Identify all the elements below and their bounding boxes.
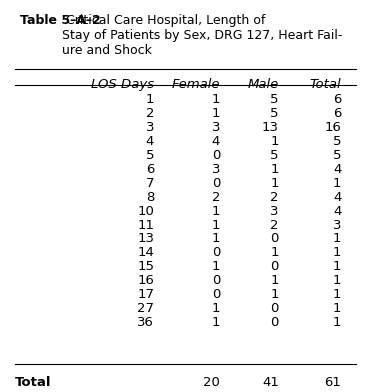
Text: 6: 6 xyxy=(146,163,154,176)
Text: 6: 6 xyxy=(333,107,341,120)
Text: 4: 4 xyxy=(212,135,220,148)
Text: 2: 2 xyxy=(212,191,220,204)
Text: 1: 1 xyxy=(333,316,341,329)
Text: 15: 15 xyxy=(137,260,154,273)
Text: 0: 0 xyxy=(212,177,220,190)
Text: 3: 3 xyxy=(146,121,154,134)
Text: 1: 1 xyxy=(270,135,279,148)
Text: Total: Total xyxy=(310,78,341,91)
Text: 1: 1 xyxy=(333,247,341,260)
Text: 10: 10 xyxy=(137,205,154,218)
Text: 0: 0 xyxy=(270,260,279,273)
Text: 1: 1 xyxy=(212,302,220,315)
Text: 3: 3 xyxy=(270,205,279,218)
Text: 1: 1 xyxy=(212,232,220,245)
Text: 36: 36 xyxy=(137,316,154,329)
Text: 41: 41 xyxy=(262,376,279,388)
Text: 1: 1 xyxy=(212,316,220,329)
Text: 1: 1 xyxy=(270,247,279,260)
Text: Female: Female xyxy=(172,78,220,91)
Text: 0: 0 xyxy=(212,274,220,287)
Text: 13: 13 xyxy=(262,121,279,134)
Text: 1: 1 xyxy=(333,288,341,301)
Text: 16: 16 xyxy=(137,274,154,287)
Text: 1: 1 xyxy=(333,177,341,190)
Text: 16: 16 xyxy=(324,121,341,134)
Text: 14: 14 xyxy=(137,247,154,260)
Text: 3: 3 xyxy=(333,218,341,232)
Text: 1: 1 xyxy=(270,288,279,301)
Text: 0: 0 xyxy=(212,247,220,260)
Text: 1: 1 xyxy=(270,163,279,176)
Text: 1: 1 xyxy=(333,274,341,287)
Text: 0: 0 xyxy=(270,232,279,245)
Text: 8: 8 xyxy=(146,191,154,204)
Text: 0: 0 xyxy=(212,288,220,301)
Text: 2: 2 xyxy=(270,191,279,204)
Text: 1: 1 xyxy=(270,177,279,190)
Text: 5: 5 xyxy=(270,93,279,106)
Text: 3: 3 xyxy=(212,163,220,176)
Text: 5: 5 xyxy=(333,149,341,162)
Text: 1: 1 xyxy=(270,274,279,287)
Text: 1: 1 xyxy=(212,107,220,120)
Text: 7: 7 xyxy=(146,177,154,190)
Text: 5: 5 xyxy=(270,149,279,162)
Text: 13: 13 xyxy=(137,232,154,245)
Text: 4: 4 xyxy=(333,163,341,176)
Text: 4: 4 xyxy=(333,205,341,218)
Text: 1: 1 xyxy=(212,218,220,232)
Text: 1: 1 xyxy=(212,93,220,106)
Text: 5: 5 xyxy=(270,107,279,120)
Text: 11: 11 xyxy=(137,218,154,232)
Text: 1: 1 xyxy=(333,302,341,315)
Text: 17: 17 xyxy=(137,288,154,301)
Text: LOS Days: LOS Days xyxy=(91,78,154,91)
Text: Total: Total xyxy=(15,376,51,388)
Text: 20: 20 xyxy=(203,376,220,388)
Text: 2: 2 xyxy=(270,218,279,232)
Text: Table 5–A–2: Table 5–A–2 xyxy=(20,14,101,27)
Text: 4: 4 xyxy=(333,191,341,204)
Text: 5: 5 xyxy=(146,149,154,162)
Text: Male: Male xyxy=(248,78,279,91)
Text: 1: 1 xyxy=(333,260,341,273)
Text: 5: 5 xyxy=(333,135,341,148)
Text: 0: 0 xyxy=(212,149,220,162)
Text: 2: 2 xyxy=(146,107,154,120)
Text: 0: 0 xyxy=(270,302,279,315)
Text: Critical Care Hospital, Length of
Stay of Patients by Sex, DRG 127, Heart Fail-
: Critical Care Hospital, Length of Stay o… xyxy=(62,14,342,57)
Text: 1: 1 xyxy=(212,260,220,273)
Text: 6: 6 xyxy=(333,93,341,106)
Text: 61: 61 xyxy=(324,376,341,388)
Text: 1: 1 xyxy=(333,232,341,245)
Text: 1: 1 xyxy=(212,205,220,218)
Text: 3: 3 xyxy=(212,121,220,134)
Text: 1: 1 xyxy=(146,93,154,106)
Text: 27: 27 xyxy=(137,302,154,315)
Text: 0: 0 xyxy=(270,316,279,329)
Text: 4: 4 xyxy=(146,135,154,148)
